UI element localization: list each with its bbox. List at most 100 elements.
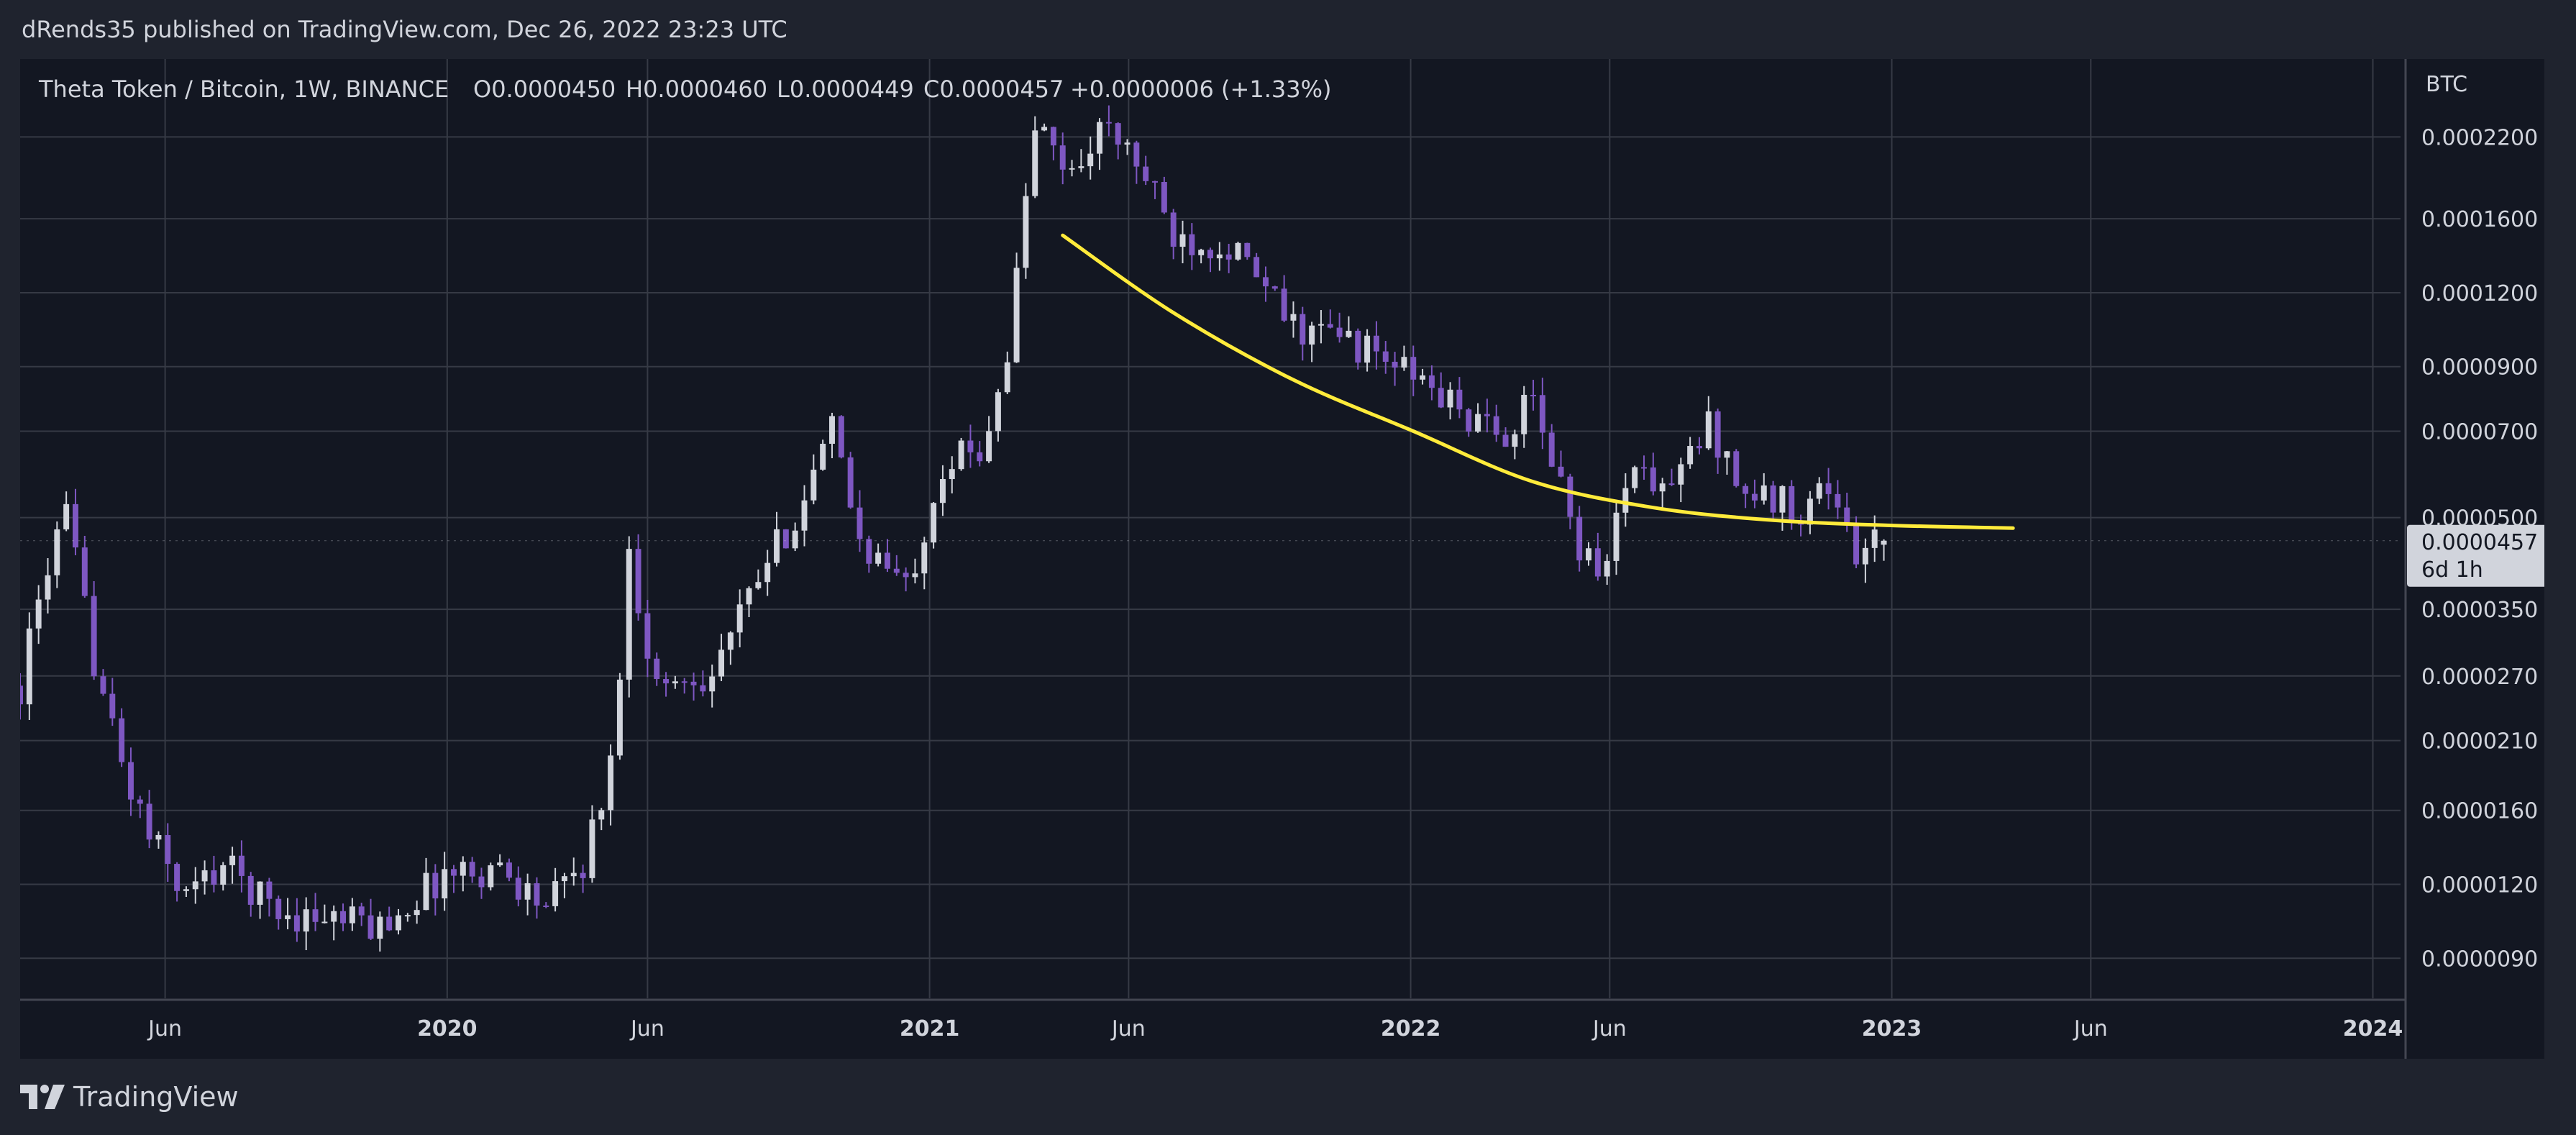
candle-up [1881, 540, 1887, 545]
chart-frame[interactable]: 0.0002200 0.0001600 0.0001200 0.0000900 0.00… [20, 59, 2544, 1059]
price-tick-label: 0.0000700 [2421, 419, 2538, 445]
candle-down [127, 762, 134, 800]
candle-up [1512, 434, 1518, 447]
candle-down [782, 529, 789, 549]
candle-up [1678, 464, 1684, 485]
candle-down [137, 799, 143, 804]
price-tick-label: 0.0001200 [2421, 281, 2538, 306]
candle-down [1650, 467, 1656, 492]
candle-up [1041, 127, 1048, 131]
candle-up [1807, 498, 1813, 525]
candle-up [1521, 394, 1527, 434]
candle-up [746, 588, 752, 605]
candle-up [727, 632, 734, 650]
time-tick-label: Jun [147, 1016, 182, 1041]
tradingview-brand[interactable]: TradingView [20, 1081, 239, 1113]
candle-up [524, 883, 531, 900]
candle-down [1050, 127, 1056, 146]
candle-up [1604, 560, 1610, 577]
candle-down [146, 803, 152, 840]
candle-down [654, 658, 660, 680]
candle-down [1438, 388, 1444, 408]
candle-down [1825, 483, 1832, 494]
candle-up [488, 865, 494, 888]
candle-down [543, 906, 549, 908]
candle-down [506, 862, 512, 878]
price-tick-label: 0.0000120 [2421, 873, 2538, 898]
candle-up [1760, 485, 1767, 501]
candle-down [432, 872, 439, 899]
time-tick-label: Jun [2073, 1016, 2108, 1041]
candle-down [478, 876, 485, 888]
price-tick-label: 0.0000160 [2421, 799, 2538, 824]
footer-bar: TradingView [0, 1059, 2576, 1135]
candle-up [570, 872, 577, 877]
candle-up [1124, 142, 1131, 145]
candle-down [211, 870, 217, 885]
candle-down [1300, 314, 1306, 345]
candle-up [939, 479, 946, 503]
candle-down [1059, 145, 1066, 170]
candle-down [312, 909, 319, 922]
candle-up [1179, 234, 1186, 247]
candle-up [626, 549, 632, 680]
candle-down [1170, 212, 1177, 247]
candle-up [1198, 250, 1205, 255]
candle-down [275, 898, 282, 919]
candle-down [1281, 288, 1287, 321]
candle-up [829, 416, 835, 444]
time-tick-label: 2023 [1862, 1016, 1922, 1041]
candle-down [1743, 486, 1749, 494]
candle-up [1475, 414, 1481, 432]
candle-up [1724, 451, 1730, 458]
price-chart[interactable]: 0.0002200 0.0001600 0.0001200 0.0000900 0.00… [20, 59, 2544, 1059]
candle-up [404, 915, 411, 917]
price-tick-label: 0.0000350 [2421, 598, 2538, 623]
candle-down [1133, 142, 1140, 167]
time-tick-label: Jun [629, 1016, 664, 1041]
candle-down [469, 862, 475, 877]
candle-down [644, 613, 651, 659]
candle-down [534, 883, 540, 906]
candle-down [1594, 548, 1601, 577]
candle-down [1410, 357, 1417, 380]
candle-down [977, 452, 983, 462]
time-tick-label: 2021 [900, 1016, 960, 1041]
candle-down [1530, 394, 1537, 396]
candle-up [1420, 375, 1426, 380]
candle-up [598, 810, 605, 820]
candle-up [1622, 488, 1629, 513]
time-tick-label: Jun [1110, 1016, 1146, 1041]
candle-up [1317, 324, 1324, 326]
candle-up [63, 503, 70, 530]
candle-up [1309, 325, 1315, 345]
candle-up [1097, 122, 1103, 154]
candle-up [672, 681, 678, 684]
candle-up [155, 835, 162, 840]
candle-down [1576, 516, 1583, 561]
candle-up [1447, 389, 1453, 408]
grid-layer [20, 59, 2401, 998]
last-price-value: 0.0000457 [2421, 530, 2538, 555]
candle-down [903, 573, 909, 578]
tradingview-brand-text: TradingView [73, 1081, 239, 1113]
candle-up [442, 869, 448, 899]
candle-down [100, 676, 106, 694]
candle-up [423, 872, 429, 911]
candle-down [1751, 493, 1758, 501]
candle-down [451, 869, 457, 876]
candle-up [718, 649, 725, 677]
candle-up [35, 599, 42, 629]
candle-down [1502, 434, 1509, 447]
candle-down [1253, 257, 1260, 278]
candle-down [367, 915, 374, 939]
candle-down [1733, 451, 1740, 486]
candle-up [820, 443, 826, 470]
candle-down [580, 872, 586, 878]
candle-down [238, 855, 245, 876]
candle-up [764, 562, 771, 583]
candle-up [1216, 254, 1223, 259]
candle-down [1382, 351, 1389, 362]
candle-down [174, 864, 181, 891]
